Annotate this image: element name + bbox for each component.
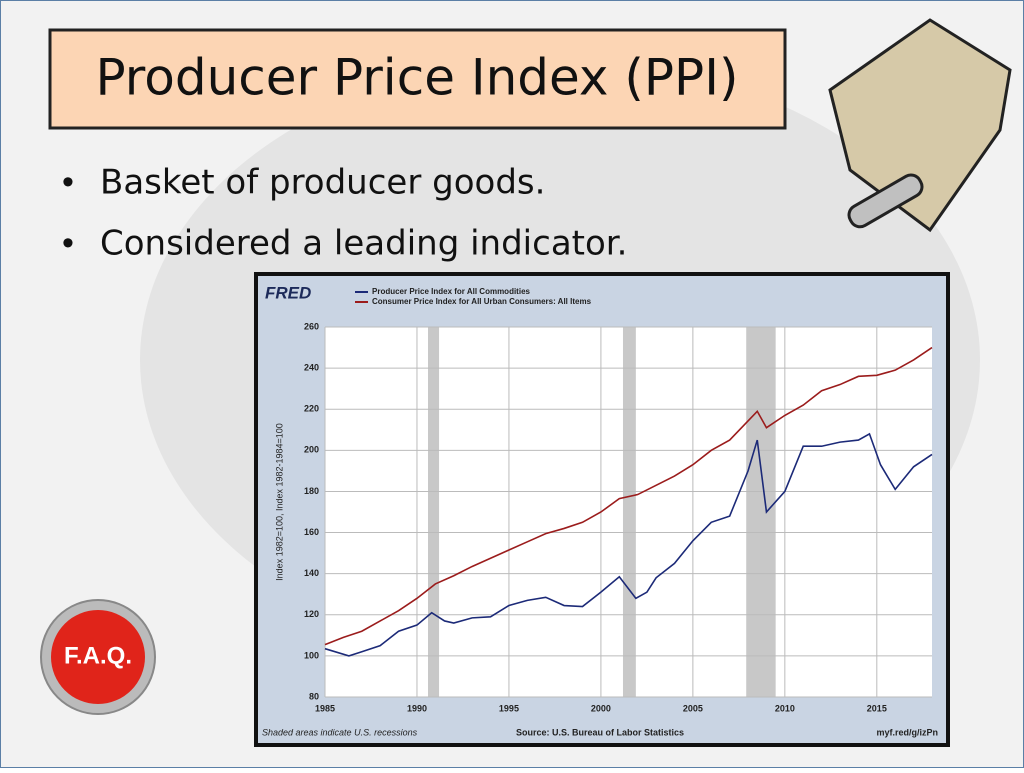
series-line — [324, 432, 933, 657]
y-axis-label: Index 1982=100, Index 1982-1984=100 — [274, 423, 284, 581]
x-tick-label: 1990 — [407, 703, 427, 713]
bullet-marker: • — [62, 163, 74, 201]
legend-label: Producer Price Index for All Commodities — [372, 287, 531, 296]
y-tick-label: 160 — [304, 527, 319, 537]
faq-label[interactable]: F.A.Q. — [64, 642, 132, 669]
x-tick-label: 2010 — [775, 703, 795, 713]
link: myf.red/g/izPn — [876, 727, 938, 737]
steel-beams-icon — [828, 18, 1012, 233]
x-tick-label: 1995 — [499, 703, 519, 713]
source: Source: U.S. Bureau of Labor Statistics — [516, 727, 684, 737]
x-tick-label: 1985 — [315, 703, 335, 713]
y-tick-label: 80 — [309, 691, 319, 701]
y-tick-label: 180 — [304, 486, 319, 496]
note: Shaded areas indicate U.S. recessions — [262, 727, 418, 737]
title-box — [48, 28, 787, 130]
bullet-marker: • — [62, 224, 74, 262]
x-tick-label: 2000 — [591, 703, 611, 713]
y-tick-label: 200 — [304, 445, 319, 455]
y-tick-label: 100 — [304, 650, 319, 660]
x-tick-label: 2005 — [683, 703, 703, 713]
y-tick-label: 220 — [304, 404, 319, 414]
recession-band — [428, 327, 440, 697]
legend-label: Consumer Price Index for All Urban Consu… — [372, 297, 592, 306]
y-tick-label: 240 — [304, 362, 319, 372]
y-tick-label: 140 — [304, 568, 319, 578]
x-tick-label: 2015 — [867, 703, 887, 713]
bullet: Considered a leading indicator. — [100, 224, 627, 264]
recession-band — [746, 327, 776, 697]
series-line — [324, 346, 933, 646]
recession-band — [622, 327, 636, 697]
faq-button[interactable]: F.A.Q. — [40, 599, 156, 715]
y-tick-label: 260 — [304, 321, 319, 331]
y-tick-label: 120 — [304, 609, 319, 619]
fred-logo: FRED — [265, 283, 311, 302]
slide-title: Producer Price Index (PPI) — [96, 49, 739, 107]
bullet: Basket of producer goods. — [100, 163, 545, 203]
